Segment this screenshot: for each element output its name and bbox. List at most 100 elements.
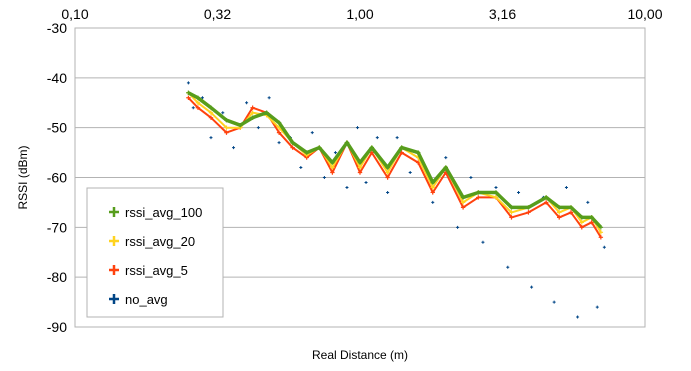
legend-entry-rssi_avg_5: rssi_avg_5 xyxy=(125,263,188,278)
data-point xyxy=(386,190,390,194)
data-point xyxy=(238,122,243,128)
data-point xyxy=(276,130,282,135)
data-point xyxy=(256,126,260,130)
data-point xyxy=(195,105,201,110)
data-point xyxy=(330,165,335,170)
y-tick-label: -90 xyxy=(47,319,67,335)
data-point xyxy=(369,145,374,150)
data-point xyxy=(186,81,190,85)
data-point xyxy=(456,225,460,229)
data-point xyxy=(568,205,574,210)
data-point xyxy=(290,145,295,150)
data-point xyxy=(493,195,499,200)
legend-entry-rssi_avg_100: rssi_avg_100 xyxy=(125,205,202,220)
data-point xyxy=(195,95,201,100)
data-point xyxy=(208,110,214,115)
data-point xyxy=(399,145,404,150)
data-point xyxy=(209,136,213,140)
data-point xyxy=(375,136,379,140)
data-point xyxy=(186,95,191,100)
data-point xyxy=(526,205,531,210)
data-point xyxy=(250,105,255,110)
y-tick-labels: -30 -40 -50 -60 -70 -80 -90 xyxy=(47,20,67,335)
legend-marker xyxy=(109,265,119,275)
data-point xyxy=(557,215,562,220)
data-point xyxy=(430,185,435,190)
data-point xyxy=(415,150,421,155)
data-point xyxy=(494,185,498,189)
data-point xyxy=(543,200,549,205)
data-point xyxy=(430,180,435,185)
data-point xyxy=(509,215,514,220)
legend-marker xyxy=(109,294,119,304)
data-point xyxy=(200,96,204,100)
y-tick-label: -70 xyxy=(47,219,67,235)
data-point xyxy=(460,195,466,200)
data-point xyxy=(476,190,481,195)
data-point xyxy=(364,180,368,184)
data-point xyxy=(444,156,448,160)
data-point xyxy=(576,315,580,319)
data-point xyxy=(357,170,363,175)
data-point xyxy=(355,126,359,130)
data-point xyxy=(369,150,374,155)
x-tick-label: 10,00 xyxy=(627,6,662,22)
data-point xyxy=(586,200,590,204)
data-point xyxy=(598,225,604,230)
data-point xyxy=(322,176,326,179)
x-tick-label: 0,32 xyxy=(204,6,231,22)
data-point xyxy=(506,265,510,269)
data-point xyxy=(385,170,390,175)
data-point xyxy=(224,117,229,123)
data-point xyxy=(299,166,303,170)
data-point xyxy=(589,215,594,220)
y-tick-label: -50 xyxy=(47,120,67,136)
plot-area xyxy=(74,27,646,328)
data-point xyxy=(557,210,562,215)
data-point xyxy=(579,215,584,220)
data-point xyxy=(264,110,269,115)
data-point xyxy=(330,160,335,165)
data-point xyxy=(310,131,314,135)
y-tick-label: -40 xyxy=(47,70,67,86)
y-tick-label: -80 xyxy=(47,269,67,285)
x-axis-label: Real Distance (m) xyxy=(312,348,408,362)
series-no_avg xyxy=(186,81,606,319)
data-point xyxy=(509,205,514,210)
data-point xyxy=(232,146,236,150)
data-point xyxy=(579,225,584,230)
data-point xyxy=(476,195,481,200)
data-point xyxy=(221,111,225,115)
series-line xyxy=(187,92,602,233)
legend-marker xyxy=(109,207,119,217)
data-point xyxy=(186,90,191,95)
legend-entry-rssi_avg_20: rssi_avg_20 xyxy=(125,234,195,249)
x-tick-labels: 0,10 0,32 1,00 3,16 10,00 xyxy=(61,6,662,22)
data-marks xyxy=(186,81,606,319)
data-point xyxy=(493,190,499,195)
data-point xyxy=(460,200,466,205)
data-point xyxy=(552,300,556,304)
data-point xyxy=(345,185,349,189)
data-point xyxy=(481,240,485,244)
data-point xyxy=(408,171,412,175)
data-point xyxy=(579,220,584,225)
data-point xyxy=(431,200,435,204)
y-tick-label: -60 xyxy=(47,170,67,186)
data-point xyxy=(443,165,448,170)
data-point xyxy=(250,115,255,120)
data-point xyxy=(317,145,322,150)
data-point xyxy=(250,110,255,115)
data-point xyxy=(517,190,521,194)
data-point xyxy=(385,165,390,170)
data-point xyxy=(245,101,249,105)
data-point xyxy=(357,165,363,170)
data-point xyxy=(395,136,399,140)
data-point xyxy=(568,210,574,215)
data-point xyxy=(526,210,531,215)
data-point xyxy=(290,140,295,145)
data-point xyxy=(330,170,335,175)
data-point xyxy=(595,305,599,309)
data-point xyxy=(357,160,363,165)
